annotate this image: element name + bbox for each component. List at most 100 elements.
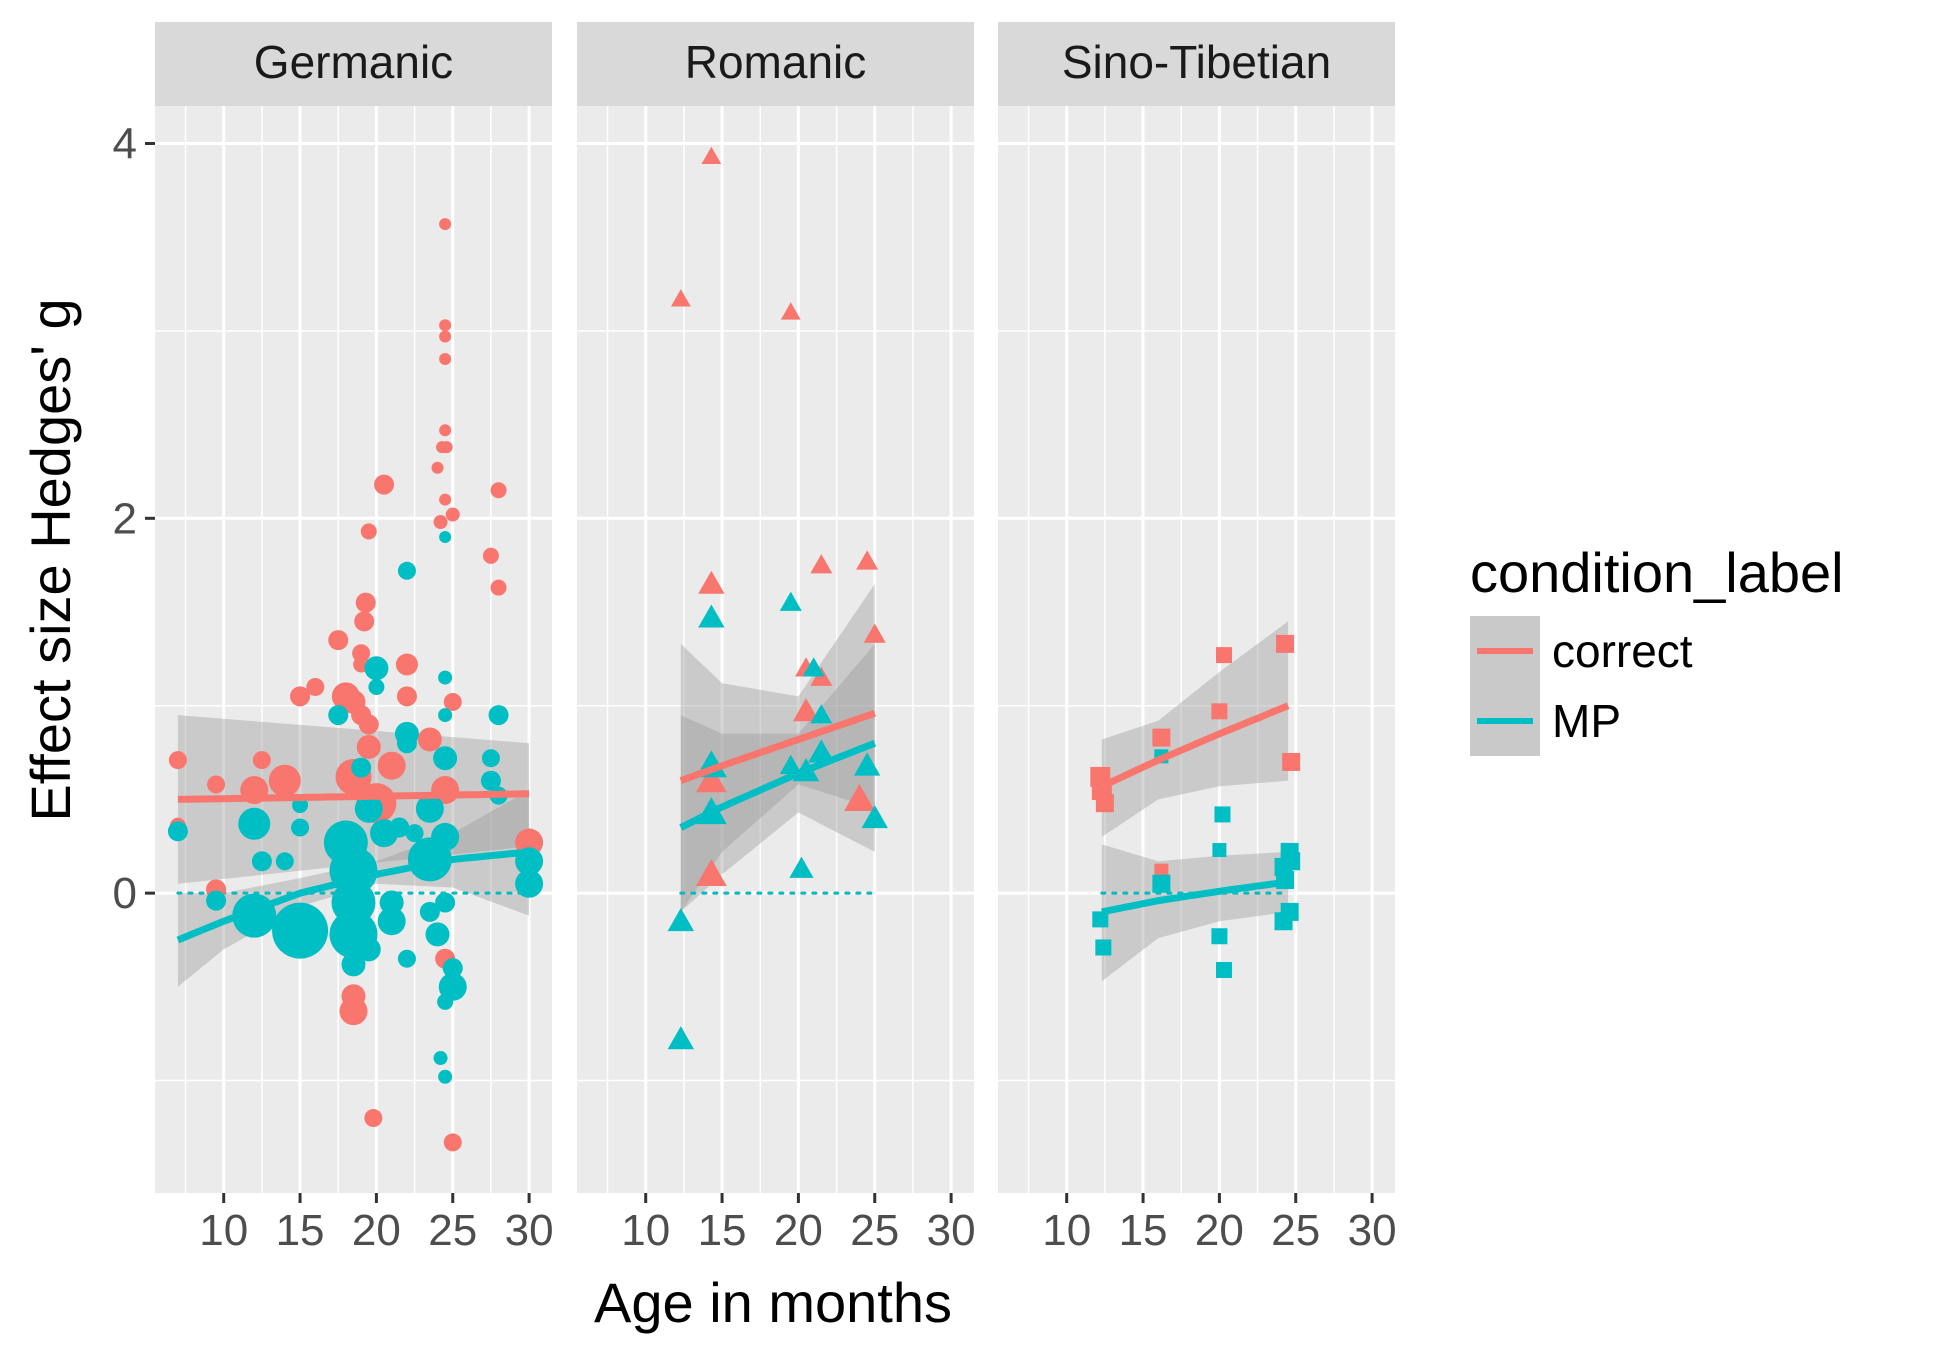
data-point-mp (396, 733, 417, 754)
data-point-correct (1154, 863, 1169, 878)
data-point-correct (701, 146, 722, 165)
y-tick-label: 2 (113, 494, 137, 543)
data-point-mp (488, 705, 509, 726)
data-point-mp (425, 922, 450, 947)
data-point-correct (1276, 634, 1295, 653)
data-point-mp (1282, 852, 1301, 871)
data-point-correct (439, 493, 452, 506)
legend-label-mp: MP (1552, 695, 1621, 747)
x-tick-label: 25 (1271, 1206, 1320, 1255)
data-point-mp (861, 804, 888, 829)
data-point-correct (417, 727, 442, 752)
confidence-band-mp (1101, 844, 1289, 982)
x-tick-label: 15 (276, 1206, 325, 1255)
data-point-mp (439, 531, 452, 544)
facet-strip-label: Germanic (254, 36, 453, 88)
data-point-correct (490, 482, 507, 499)
x-tick-label: 30 (505, 1206, 554, 1255)
data-point-correct (439, 218, 452, 231)
data-point-correct (268, 764, 301, 797)
data-point-correct (863, 623, 886, 643)
data-point-mp (341, 952, 366, 977)
data-point-correct (792, 698, 820, 722)
data-point-mp (1095, 939, 1112, 956)
data-point-mp (275, 852, 294, 871)
data-point-mp (1212, 843, 1227, 858)
data-point-mp (356, 937, 381, 962)
data-point-mp (480, 770, 501, 791)
data-point-correct (439, 319, 452, 332)
data-point-mp (272, 902, 329, 959)
data-point-mp (437, 993, 454, 1010)
data-point-correct (354, 611, 375, 632)
fit-line-correct (177, 790, 530, 803)
data-point-correct (377, 751, 406, 780)
legend-key-correct: correct (1470, 616, 1693, 686)
data-point-correct (482, 547, 499, 564)
data-point-mp (1214, 806, 1231, 823)
data-point-mp (438, 670, 453, 685)
data-point-mp (431, 822, 460, 851)
x-tick-label: 15 (698, 1206, 747, 1255)
data-point-correct (670, 289, 691, 307)
data-point-mp (291, 818, 310, 837)
data-point-mp (1215, 961, 1232, 978)
x-axis-title: Age in months (594, 1271, 952, 1334)
confidence-band-mp (680, 643, 875, 912)
data-point-correct (439, 424, 452, 437)
data-point-mp (667, 908, 695, 932)
x-tick-label: 20 (774, 1206, 823, 1255)
x-tick-label: 25 (428, 1206, 477, 1255)
x-tick-label: 20 (1195, 1206, 1244, 1255)
x-tick-label: 15 (1119, 1206, 1168, 1255)
data-point-mp (779, 754, 802, 774)
data-point-mp (667, 1026, 695, 1050)
data-point-correct (352, 644, 371, 663)
data-point-mp (405, 824, 424, 843)
facet-strip (998, 22, 1395, 106)
x-tick-label: 25 (850, 1206, 899, 1255)
data-point-correct (431, 461, 444, 474)
data-point-correct (360, 523, 377, 540)
data-point-correct (490, 579, 507, 596)
fit-line-correct (1100, 702, 1290, 790)
fit-line-mp (679, 739, 877, 831)
data-point-mp (364, 656, 389, 681)
data-point-correct (695, 858, 727, 886)
legend: condition_label correct MP (1470, 541, 1844, 756)
data-point-correct (355, 592, 376, 613)
data-point-mp (379, 890, 404, 915)
data-point-mp (481, 749, 500, 768)
data-point-correct (1215, 647, 1232, 664)
data-point-correct (207, 775, 226, 794)
y-axis-title: Effect size Hedges' g (19, 298, 82, 821)
data-point-mp (433, 746, 458, 771)
facet-panel-sino-tibetian: Sino-Tibetian 10 15 20 25 30 (998, 22, 1397, 1255)
data-point-correct (252, 751, 271, 770)
data-point-correct (1282, 752, 1301, 771)
data-point-correct (364, 1109, 383, 1128)
data-point-correct (433, 515, 448, 530)
data-point-correct (358, 714, 379, 735)
data-point-correct (443, 692, 462, 711)
data-point-correct (695, 765, 727, 793)
x-tick-label: 10 (621, 1206, 670, 1255)
data-point-mp (368, 678, 385, 695)
data-point-correct (1152, 728, 1171, 747)
data-point-mp (435, 892, 456, 913)
data-point-correct (356, 734, 381, 759)
data-point-mp (328, 705, 349, 726)
data-point-correct (844, 784, 875, 811)
y-tick-label: 4 (113, 119, 137, 168)
data-point-mp (698, 604, 725, 628)
x-tick-label: 30 (927, 1206, 976, 1255)
data-point-correct (439, 353, 452, 366)
fit-line-correct (679, 709, 876, 784)
x-tick-label: 10 (199, 1206, 248, 1255)
facet-strip-label: Sino-Tibetian (1062, 36, 1331, 88)
x-tick-label: 10 (1042, 1206, 1091, 1255)
data-point-correct (396, 686, 417, 707)
panel-background (998, 106, 1395, 1193)
